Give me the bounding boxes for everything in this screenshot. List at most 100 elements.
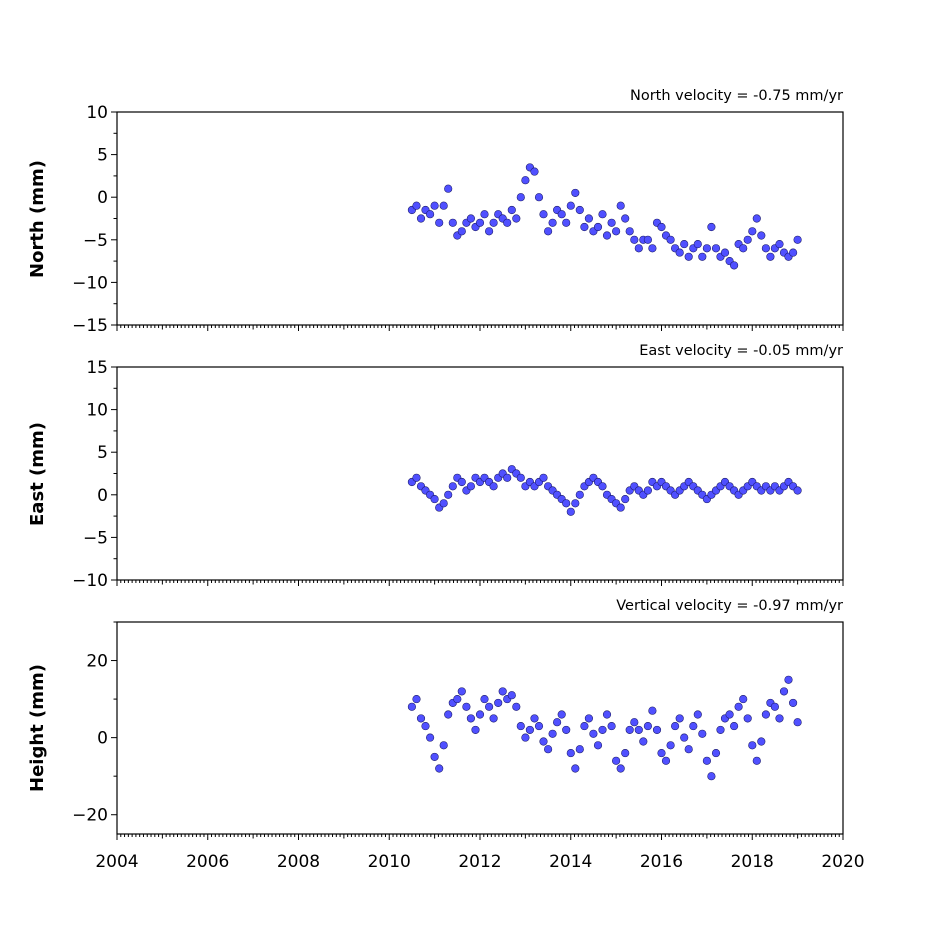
height-ylabel: Height (mm) (27, 664, 48, 792)
east-data-point (643, 486, 652, 495)
height-data-point (757, 737, 766, 746)
height-data-point (485, 702, 494, 711)
north-data-point (621, 214, 630, 223)
north-data-point (466, 214, 475, 223)
north-panel: North velocity = -0.75 mm/yr North (mm) … (27, 88, 844, 336)
east-panel: East velocity = -0.05 mm/yr East (mm) −1… (27, 343, 844, 591)
height-data-point (466, 714, 475, 723)
north-data-point (580, 222, 589, 232)
north-data-point (571, 188, 580, 197)
height-data-point (589, 729, 598, 738)
north-data-point (793, 235, 802, 244)
north-y-tick-label: −15 (72, 316, 108, 336)
height-data-point (562, 725, 571, 734)
vertical-velocity-title: Vertical velocity = -0.97 mm/yr (616, 598, 843, 614)
height-data-point (725, 710, 734, 719)
north-data-point (720, 248, 730, 257)
height-data-point (544, 745, 553, 754)
x-tick-label: 2006 (186, 852, 229, 872)
height-data-point (761, 710, 770, 719)
north-data-point (430, 201, 439, 210)
height-data-point (539, 737, 548, 746)
east-data-point (562, 499, 571, 508)
north-data-point (702, 244, 711, 253)
height-data-point (457, 687, 466, 696)
height-data-point (580, 722, 589, 731)
north-data-point (657, 222, 666, 232)
north-ylabel: North (mm) (27, 160, 48, 278)
height-data-point (444, 710, 453, 719)
height-data-point (693, 710, 702, 719)
height-data-point (416, 714, 426, 723)
north-data-point (634, 244, 643, 253)
north-data-point (475, 218, 485, 227)
north-data-point (521, 176, 530, 185)
height-data-point (602, 710, 612, 719)
x-tick-label: 2018 (731, 852, 774, 872)
height-data-point (584, 714, 593, 723)
north-plot-frame (116, 111, 844, 326)
north-data-point (426, 210, 435, 219)
height-data-point (702, 756, 711, 765)
height-data-point (607, 722, 616, 731)
north-data-point (416, 214, 426, 223)
height-y-tick-label: 20 (86, 652, 108, 672)
north-data-point (530, 167, 539, 176)
east-ylabel: East (mm) (27, 422, 48, 526)
north-data-point (711, 244, 721, 253)
east-data-point (621, 495, 630, 504)
north-data-point (743, 235, 752, 244)
east-data-point (571, 499, 580, 508)
height-data-point (675, 714, 684, 723)
height-data-point (716, 725, 725, 734)
north-data-point (534, 193, 544, 202)
north-data-point (439, 201, 448, 210)
east-data-point (503, 473, 512, 482)
north-data-point (593, 222, 603, 232)
height-data-point (512, 702, 521, 711)
east-data-point (566, 507, 575, 516)
height-data-point (557, 710, 566, 719)
north-data-point (503, 218, 512, 227)
east-data-point (575, 490, 584, 499)
x-tick-label: 2020 (821, 852, 864, 872)
east-data-point (466, 482, 475, 491)
height-data-point (625, 725, 634, 734)
east-y-tick-label: −10 (72, 571, 108, 591)
height-data-point (789, 698, 798, 707)
north-y-tick-label: 10 (86, 103, 108, 123)
north-data-point (748, 227, 757, 236)
east-y-tick-label: 10 (86, 401, 108, 421)
height-data-point (426, 733, 435, 742)
height-panel: Vertical velocity = -0.97 mm/yr Height (… (27, 598, 865, 872)
height-data-point (571, 764, 580, 773)
height-data-point (684, 745, 693, 754)
height-data-point (566, 749, 575, 758)
height-data-point (698, 729, 707, 738)
height-data-point (525, 725, 534, 734)
north-data-point (616, 201, 625, 210)
height-data-point (752, 756, 761, 765)
east-data-point (457, 477, 466, 487)
height-data-point (666, 741, 675, 750)
height-data-point (775, 714, 784, 723)
north-data-point (412, 201, 421, 210)
height-data-point (648, 706, 657, 715)
north-y-tick-label: 5 (97, 146, 108, 166)
north-data-point (693, 240, 702, 249)
north-y-tick-label: 0 (97, 188, 108, 208)
north-data-point (698, 252, 707, 261)
height-data-point (489, 714, 498, 723)
height-data-point (711, 749, 721, 758)
north-data-point (739, 244, 748, 253)
north-data-point (766, 252, 775, 261)
height-data-point (462, 702, 471, 711)
north-data-point (761, 244, 770, 253)
height-data-point (748, 741, 757, 750)
height-data-point (707, 772, 716, 781)
north-data-point (752, 214, 761, 223)
height-data-point (439, 741, 448, 750)
height-data-point (575, 745, 584, 754)
north-data-point (602, 231, 612, 240)
height-data-point (475, 710, 485, 719)
